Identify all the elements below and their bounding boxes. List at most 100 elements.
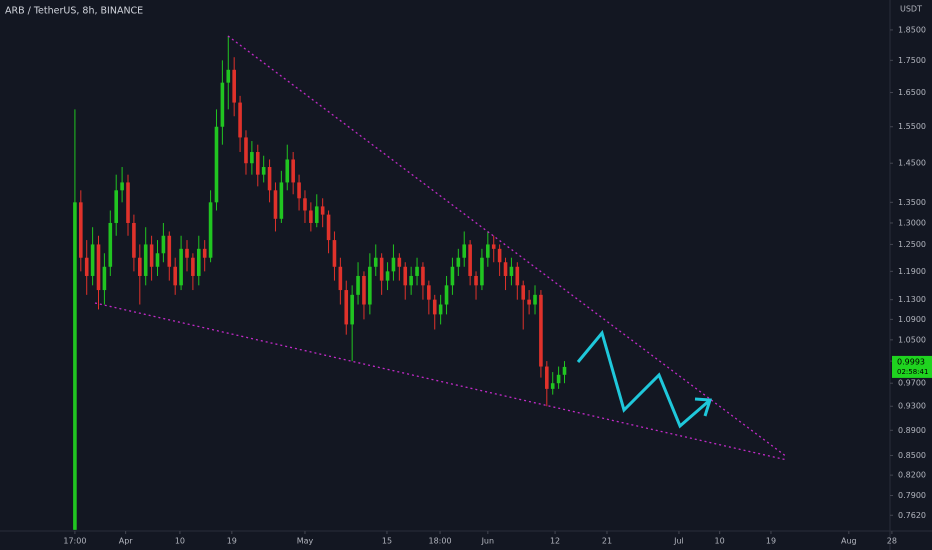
candle-body: [84, 257, 89, 276]
candle-body: [114, 190, 119, 223]
candle-body: [444, 285, 449, 305]
candle-body: [509, 266, 514, 276]
candle-body: [167, 235, 172, 267]
candle-body: [326, 214, 331, 241]
candle-body: [108, 222, 113, 267]
plot-area: [73, 35, 567, 530]
candle-body: [149, 244, 154, 267]
candle-body: [450, 266, 455, 286]
countdown-label: 02:58:41: [897, 368, 928, 376]
candle-body: [462, 244, 467, 258]
x-tick-label: 10: [715, 537, 725, 546]
candle-body: [303, 198, 307, 211]
x-tick-label: 12: [550, 537, 560, 546]
x-tick-label: 19: [227, 537, 237, 546]
x-tick-label: 28: [887, 537, 897, 546]
candle-body: [185, 248, 189, 258]
candle-body: [503, 262, 508, 276]
candle-body: [515, 266, 520, 286]
candle-body: [562, 366, 567, 375]
candle-body: [456, 257, 461, 267]
x-tick-label: Jul: [673, 537, 684, 546]
y-tick-label: 1.0500: [898, 335, 926, 344]
candle-body: [273, 190, 278, 219]
candle-body: [73, 202, 77, 530]
candle-body: [126, 182, 130, 223]
candle-body: [155, 253, 160, 267]
candle-body: [368, 266, 372, 305]
candle-body: [403, 266, 408, 286]
candle-body: [291, 159, 295, 183]
candle-body: [350, 294, 354, 325]
y-tick-label: 0.8500: [898, 451, 926, 460]
y-tick-label: 1.1900: [898, 267, 926, 276]
candle-body: [438, 304, 443, 315]
x-tick-label: 10: [175, 537, 185, 546]
candle-body: [373, 257, 378, 267]
candle-body: [338, 266, 343, 291]
candle-body: [79, 202, 83, 258]
candle-body: [397, 257, 402, 267]
candle-body: [90, 244, 95, 276]
candle-body: [267, 167, 272, 191]
candle-body: [202, 248, 207, 258]
candle-body: [285, 159, 290, 183]
candle-body: [250, 152, 254, 164]
candle-body: [379, 257, 384, 281]
last-price-label: 0.9993: [897, 357, 925, 366]
y-tick-label: 1.0900: [898, 315, 926, 324]
candle-body: [196, 248, 201, 276]
candle-body: [96, 244, 101, 291]
x-tick-label: Apr: [119, 537, 134, 546]
candle-body: [161, 235, 166, 254]
candle-body: [491, 244, 496, 249]
x-tick-label: 15: [382, 537, 392, 546]
candle-body: [427, 285, 431, 300]
candle-body: [356, 275, 360, 295]
candle-body: [556, 374, 561, 384]
projection-path: [576, 329, 711, 429]
candle-body: [208, 202, 213, 258]
candle-body: [314, 206, 319, 223]
price-axis-bg: [890, 0, 932, 550]
candle-body: [244, 137, 248, 164]
candle-body: [545, 366, 549, 389]
candle-body: [332, 240, 337, 267]
candle-body: [226, 69, 231, 83]
y-tick-label: 1.7500: [898, 56, 926, 65]
y-tick-label: 1.5500: [898, 122, 926, 131]
candle-body: [279, 182, 284, 219]
candle-body: [539, 294, 543, 367]
candle-body: [179, 248, 183, 286]
candle-body: [191, 257, 195, 276]
projection-arrowhead: [694, 397, 712, 417]
candle-body: [474, 275, 478, 286]
y-tick-label: 1.2500: [898, 240, 926, 249]
candle-body: [238, 102, 242, 138]
y-tick-label: 0.8900: [898, 426, 926, 435]
candle-body: [138, 257, 142, 276]
lower-trendline: [94, 302, 788, 461]
candle-body: [232, 69, 236, 103]
y-tick-label: 1.3000: [898, 218, 926, 227]
candle-body: [214, 126, 219, 203]
candle-body: [391, 257, 396, 272]
candle-body: [362, 275, 366, 305]
candle-body: [309, 210, 313, 223]
last-price-box: [892, 355, 932, 378]
chart-title: ARB / TetherUS, 8h, BINANCE: [5, 6, 143, 17]
candle-body: [550, 383, 555, 389]
candle-body: [497, 248, 502, 263]
y-tick-label: 1.1300: [898, 295, 926, 304]
candle-body: [143, 244, 148, 276]
y-tick-label: 0.7900: [898, 491, 926, 500]
candle-body: [468, 244, 472, 276]
y-tick-label: 1.6500: [898, 88, 926, 97]
y-tick-label: 0.9300: [898, 402, 926, 411]
y-tick-label: 1.4500: [898, 159, 926, 168]
x-tick-label: Aug: [841, 537, 857, 546]
x-tick-label: May: [297, 537, 314, 546]
y-tick-label: 0.8200: [898, 471, 926, 480]
